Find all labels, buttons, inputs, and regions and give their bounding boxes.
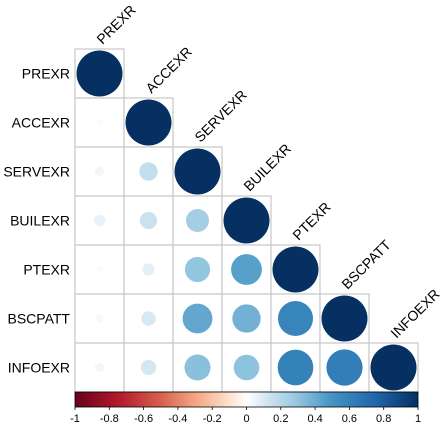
corr-circle-infoexr-prexr <box>94 362 105 373</box>
corr-circle-accexr-prexr <box>96 119 103 126</box>
colorbar-tick-label: 0.2 <box>273 413 288 425</box>
row-label-infoexr: INFOEXR <box>8 360 70 376</box>
colorbar: -1 -0.8 -0.6 -0.4 -0.2 0 0.2 0.4 0.6 0.8 1 <box>70 391 421 425</box>
corr-circle-ptexr-prexr <box>96 266 103 273</box>
colorbar-tick-label: -0.6 <box>134 413 153 425</box>
col-label-ptexr: PTEXR <box>289 199 333 243</box>
col-label-infoexr: INFOEXR <box>387 286 442 341</box>
corr-circle-servexr-prexr <box>94 166 105 177</box>
corr-circle-builexr-accexr <box>139 211 158 230</box>
colorbar-tick-label: -1 <box>70 413 80 425</box>
corr-circle-infoexr-builexr <box>233 354 260 381</box>
row-label-ptexr: PTEXR <box>23 262 70 278</box>
cell-infoexr-builexr <box>221 342 272 393</box>
col-label-bscpatt: BSCPATT <box>338 236 394 292</box>
colorbar-tick-label: 1 <box>415 413 421 425</box>
corr-circle-bscpatt-servexr <box>182 303 213 334</box>
colorbar-tick-label: 0.6 <box>342 413 357 425</box>
corr-circle-servexr-accexr <box>139 162 158 181</box>
corr-circle-infoexr-servexr <box>184 354 211 381</box>
col-label-servexr: SERVEXR <box>191 87 249 145</box>
corr-circle-ptexr-accexr <box>142 263 155 276</box>
colorbar-gradient <box>74 391 419 408</box>
corr-circle-bscpatt-accexr <box>141 311 156 326</box>
colorbar-tick-label: -0.2 <box>203 413 222 425</box>
colorbar-tick-label: 0.4 <box>307 413 322 425</box>
corr-circle-builexr-builexr <box>223 197 270 244</box>
corr-circle-bscpatt-prexr <box>95 314 104 323</box>
col-label-accexr: ACCEXR <box>142 44 195 97</box>
colorbar-tick-label: -0.8 <box>100 413 119 425</box>
row-labels: PREXR ACCEXR SERVEXR BUILEXR PTEXR BSCPATT INF… <box>3 66 70 376</box>
corr-circle-accexr-accexr <box>125 99 172 146</box>
corr-circle-builexr-prexr <box>93 214 106 227</box>
corr-circle-prexr-prexr <box>76 50 123 97</box>
row-label-servexr: SERVEXR <box>3 164 70 180</box>
corr-circle-infoexr-ptexr <box>277 349 314 386</box>
col-label-builexr: BUILEXR <box>240 140 294 194</box>
corr-circle-servexr-servexr <box>174 148 221 195</box>
corr-circle-bscpatt-ptexr <box>277 300 314 337</box>
colorbar-ticks: -1 -0.8 -0.6 -0.4 -0.2 0 0.2 0.4 0.6 0.8 1 <box>70 407 421 425</box>
correlation-cells <box>74 48 419 393</box>
corr-circle-bscpatt-builexr <box>232 304 261 333</box>
corr-circle-infoexr-bscpatt <box>326 349 363 386</box>
corr-circle-ptexr-builexr <box>231 254 262 285</box>
corr-circle-infoexr-accexr <box>140 359 157 376</box>
colorbar-tick-label: -0.4 <box>168 413 187 425</box>
corr-circle-ptexr-servexr <box>184 256 211 283</box>
row-label-builexr: BUILEXR <box>10 213 70 229</box>
corr-circle-infoexr-infoexr <box>370 344 417 391</box>
corr-circle-bscpatt-bscpatt <box>321 295 368 342</box>
col-label-prexr: PREXR <box>93 2 138 47</box>
colorbar-tick-label: 0 <box>243 413 249 425</box>
corr-circle-ptexr-ptexr <box>272 246 319 293</box>
corr-circle-builexr-servexr <box>186 209 209 232</box>
row-label-bscpatt: BSCPATT <box>8 311 71 327</box>
row-label-accexr: ACCEXR <box>12 115 70 131</box>
colorbar-tick-label: 0.8 <box>376 413 391 425</box>
row-label-prexr: PREXR <box>22 66 70 82</box>
